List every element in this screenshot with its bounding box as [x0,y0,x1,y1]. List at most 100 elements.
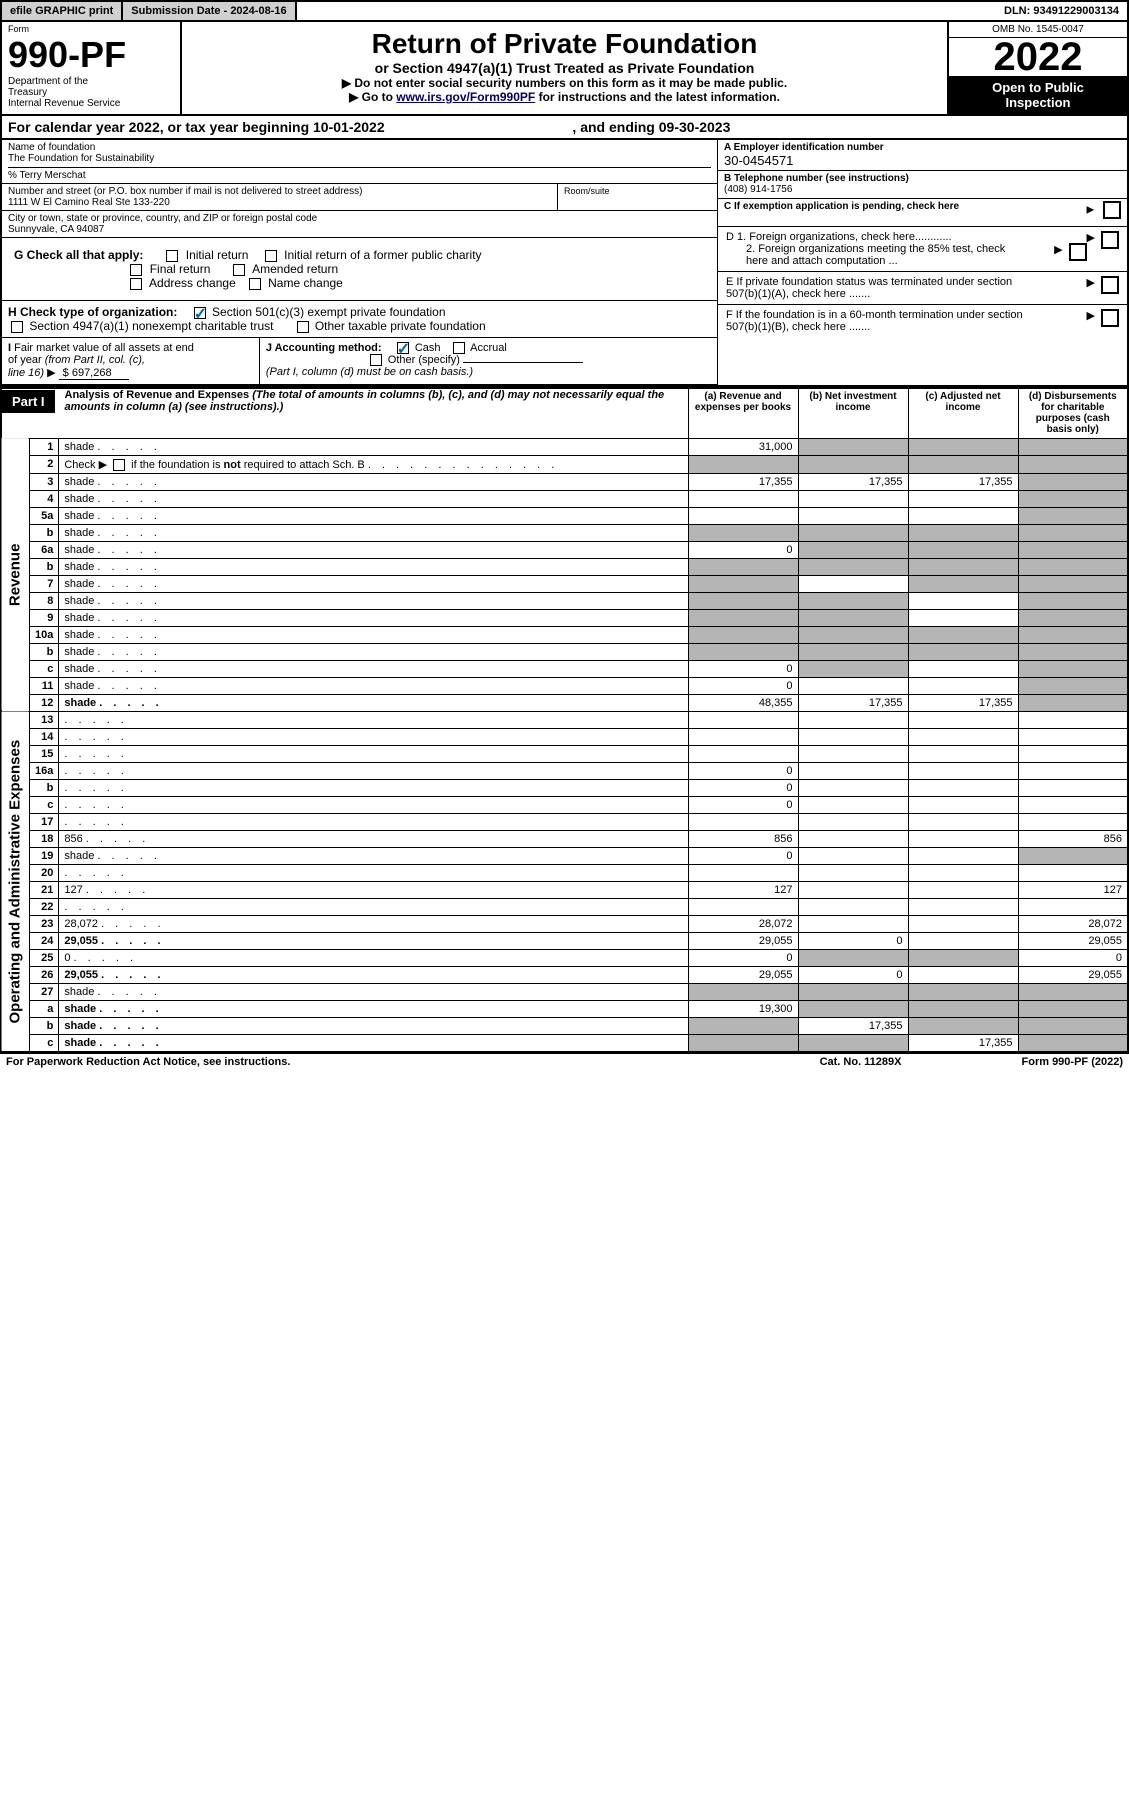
line-number: b [30,524,59,541]
note2-post: for instructions and the latest informat… [535,90,780,104]
checkbox-address-change[interactable] [130,278,142,290]
cell-a [688,864,798,881]
cell-c [908,455,1018,473]
checkbox-final-return[interactable] [130,264,142,276]
checkbox-c-pending[interactable] [1103,201,1121,219]
line-number: 4 [30,490,59,507]
cell-a [688,507,798,524]
cell-b [798,490,908,507]
entity-right: A Employer identification number 30-0454… [717,140,1127,385]
cell-c [908,728,1018,745]
line-number: 11 [30,677,59,694]
cell-a: 0 [688,541,798,558]
cell-c [908,660,1018,677]
checkbox-other-taxable[interactable] [297,321,309,333]
header-right: OMB No. 1545-0047 2022 Open to PublicIns… [947,22,1127,114]
cell-a [688,490,798,507]
checkbox-name-change[interactable] [249,278,261,290]
foundation-city: Sunnyvale, CA 94087 [8,224,711,235]
line-description: . . . . . [59,711,688,728]
line-number: 27 [30,983,59,1000]
cell-d [1018,455,1128,473]
table-row: 250 . . . . .00 [1,949,1128,966]
line-description: shade . . . . . [59,609,688,626]
checkbox-cash[interactable] [397,342,409,354]
checkbox-amended[interactable] [233,264,245,276]
g-opt-1: Initial return of a former public charit… [284,248,481,262]
instructions-link[interactable]: www.irs.gov/Form990PF [396,90,535,104]
cell-c [908,881,1018,898]
cell-b [798,1034,908,1052]
cell-a [688,898,798,915]
checkbox-501c3[interactable] [194,307,206,319]
line-number: 17 [30,813,59,830]
cell-d [1018,762,1128,779]
cell-a [688,745,798,762]
foundation-name: The Foundation for Sustainability [8,153,711,164]
checkbox-d2[interactable] [1069,243,1087,261]
footer-form: Form 990-PF (2022) [1022,1056,1124,1068]
cell-b [798,507,908,524]
inspection-badge: Open to PublicInspection [949,76,1127,114]
table-row: bshade . . . . . [1,643,1128,660]
line-description: . . . . . [59,745,688,762]
cell-c [908,677,1018,694]
cell-a [688,592,798,609]
col-a-header: (a) Revenue and expenses per books [688,388,798,438]
line-number: 24 [30,932,59,949]
cell-c [908,438,1018,455]
cell-d: 0 [1018,949,1128,966]
line-description: shade . . . . . [59,438,688,455]
cell-b [798,660,908,677]
cell-b: 17,355 [798,473,908,490]
cell-d [1018,507,1128,524]
checkbox-initial-public[interactable] [265,250,277,262]
cell-b: 17,355 [798,1017,908,1034]
cell-d [1018,1017,1128,1034]
cell-d [1018,1034,1128,1052]
line-number: 12 [30,694,59,711]
checkbox-other-method[interactable] [370,354,382,366]
table-row: b . . . . .0 [1,779,1128,796]
cell-a [688,1017,798,1034]
header-center: Return of Private Foundation or Section … [182,22,947,114]
cell-d [1018,541,1128,558]
checkbox-accrual[interactable] [453,342,465,354]
cell-c [908,558,1018,575]
cell-d [1018,558,1128,575]
cell-c [908,745,1018,762]
table-row: 2429,055 . . . . .29,055029,055 [1,932,1128,949]
checkbox-4947a1[interactable] [11,321,23,333]
line-number: 10a [30,626,59,643]
line-description: 127 . . . . . [59,881,688,898]
line-description: shade . . . . . [59,524,688,541]
cell-a: 29,055 [688,932,798,949]
j-label: J Accounting method: [266,342,382,354]
foundation-address: 1111 W El Camino Real Ste 133-220 [8,197,551,208]
checkbox-f[interactable] [1101,309,1119,327]
cell-c: 17,355 [908,473,1018,490]
cell-b [798,779,908,796]
cell-c: 17,355 [908,694,1018,711]
cell-c [908,830,1018,847]
checkbox-e[interactable] [1101,276,1119,294]
table-row: 2328,072 . . . . .28,07228,072 [1,915,1128,932]
table-row: 2Check ▶ if the foundation is not requir… [1,455,1128,473]
j-opt-accrual: Accrual [470,342,507,354]
line-description: shade . . . . . [59,677,688,694]
line-description: shade . . . . . [59,660,688,677]
g-label: G Check all that apply: [14,248,143,262]
form-year: 2022 [949,38,1127,76]
form-number: 990-PF [8,34,174,76]
line-description: . . . . . [59,762,688,779]
d2-label: 2. Foreign organizations meeting the 85%… [726,243,1026,267]
cell-a: 0 [688,660,798,677]
cell-c [908,490,1018,507]
line-number: 14 [30,728,59,745]
table-row: 6ashade . . . . .0 [1,541,1128,558]
cell-d [1018,592,1128,609]
checkbox-d1[interactable] [1101,231,1119,249]
cell-c [908,643,1018,660]
line-description: shade . . . . . [59,643,688,660]
checkbox-initial-return[interactable] [166,250,178,262]
